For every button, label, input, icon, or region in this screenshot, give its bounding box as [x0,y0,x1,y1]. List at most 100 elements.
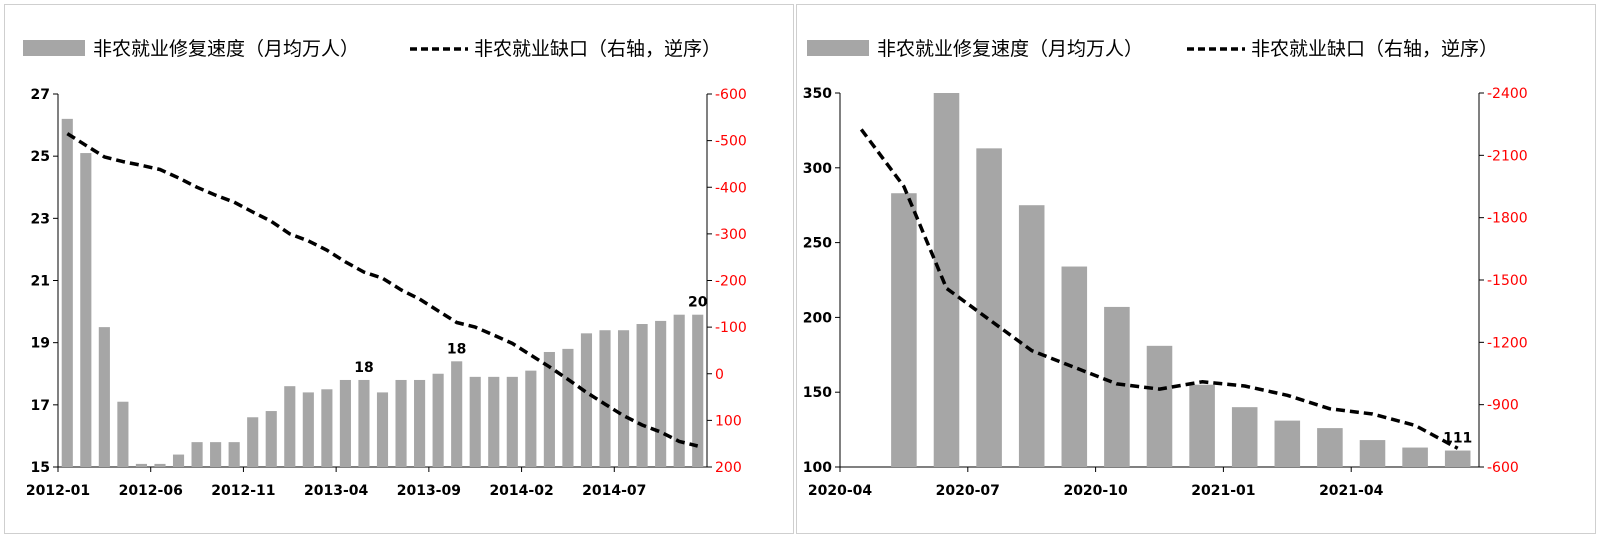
gap-line-series [66,132,699,448]
right-axis-tick-label: -600 [715,87,747,103]
bar [302,392,314,467]
right-axis-tick-label: -600 [1487,460,1519,476]
bar [1444,450,1471,467]
bar [599,330,611,467]
bar [933,93,960,467]
bar [265,411,277,467]
bar [210,442,222,467]
bar [891,193,917,467]
bar [673,314,685,467]
bar [1317,428,1343,467]
left-axis-tick-label: 150 [803,385,832,401]
left-axis-tick-label: 25 [31,149,50,165]
bar [117,401,129,467]
bar [1231,407,1258,467]
left-axis-tick-label: 300 [803,161,832,177]
bar [414,379,426,467]
x-axis-tick-label: 2013-09 [397,483,461,499]
bar [358,379,370,467]
bar [580,333,593,467]
bar [1189,384,1215,467]
bar [1359,440,1386,467]
right-axis-tick-label: -500 [715,134,747,150]
left-axis-tick-label: 19 [31,336,50,352]
right-axis-tick-label: -200 [715,274,747,290]
legend-line-label: 非农就业缺口（右轴，逆序） [1251,38,1498,60]
x-axis-tick-label: 2021-04 [1319,483,1384,499]
right-axis-tick-label: -1500 [1487,273,1528,289]
bar [1018,205,1045,467]
left-axis-tick-label: 23 [31,211,50,227]
bar [1274,420,1301,467]
x-axis-tick-label: 2012-01 [26,483,90,499]
x-axis-tick-label: 2020-04 [808,483,873,499]
chart-left: 非农就业修复速度（月均万人） 非农就业缺口（右轴，逆序） 27 25 23 21 19 17 1… [23,38,747,499]
right-axis-tick-label: 100 [715,413,742,429]
bar [636,324,648,467]
left-axis-tick-label: 15 [31,460,50,476]
bar [1061,266,1088,467]
bar [376,392,389,467]
bar [321,389,333,467]
bar [1402,447,1428,467]
bar [61,118,73,467]
right-axis-tick-label: -1200 [1487,335,1528,351]
bar [451,361,463,467]
bar [976,148,1002,468]
bar [617,330,630,467]
bar [247,417,259,467]
right-axis-tick-label: -900 [1487,398,1519,414]
legend-bar-swatch [807,40,869,56]
bar [562,348,574,467]
bar [98,327,110,467]
right-axis-tick-label: -2400 [1487,86,1528,102]
chart-right: 非农就业修复速度（月均万人） 非农就业缺口（右轴，逆序） 350 300 250 200 1… [803,38,1528,499]
bar [135,463,148,467]
x-axis-tick-label: 2020-07 [936,483,1000,499]
gap-line-series [859,128,1459,450]
bar [543,351,555,467]
right-axis-tick-label: -100 [715,320,747,336]
bar [80,153,92,467]
right-axis-tick-label: 200 [715,460,742,476]
x-axis-tick-label: 2013-04 [304,483,369,499]
bar [228,442,240,467]
bar [506,376,518,467]
left-axis-tick-label: 21 [31,274,50,290]
bar [395,379,407,467]
left-axis-tick-label: 100 [803,460,832,476]
left-axis-tick-label: 200 [803,310,832,326]
x-axis-tick-label: 2012-11 [211,483,275,499]
chart-panel-right: 非农就业修复速度（月均万人） 非农就业缺口（右轴，逆序） 350 300 250 200 1… [796,4,1596,534]
bar-data-label: 20 [688,295,708,311]
bar [692,314,704,467]
bar [655,320,667,467]
legend-bar-swatch [23,40,85,56]
bar [172,454,185,467]
left-axis-tick-label: 250 [803,236,832,252]
left-axis-tick-label: 350 [803,86,832,102]
bar [432,373,444,467]
right-axis-tick-label: 0 [715,367,724,383]
bar [284,386,296,467]
bar-data-label: 18 [447,341,466,357]
legend-bar-label: 非农就业修复速度（月均万人） [93,38,359,60]
right-axis-tick-label: -400 [715,180,747,196]
x-axis-tick-label: 2014-02 [489,483,553,499]
bar [488,376,500,467]
legend-line-label: 非农就业缺口（右轴，逆序） [474,38,721,60]
bar [469,376,481,467]
bar [1146,345,1173,467]
bar [339,379,351,467]
x-axis-tick-label: 2021-01 [1191,483,1255,499]
bar-data-label: 18 [354,360,373,376]
bar [154,463,166,467]
right-axis-tick-label: -2100 [1487,148,1528,164]
bar [191,442,203,467]
x-axis-tick-label: 2012-06 [119,483,183,499]
bar [1104,306,1130,467]
left-axis-tick-label: 27 [31,87,50,103]
chart-panel-left: 非农就业修复速度（月均万人） 非农就业缺口（右轴，逆序） 27 25 23 21 19 17 1… [4,4,794,534]
right-axis-tick-label: -300 [715,227,747,243]
bar [525,370,537,467]
